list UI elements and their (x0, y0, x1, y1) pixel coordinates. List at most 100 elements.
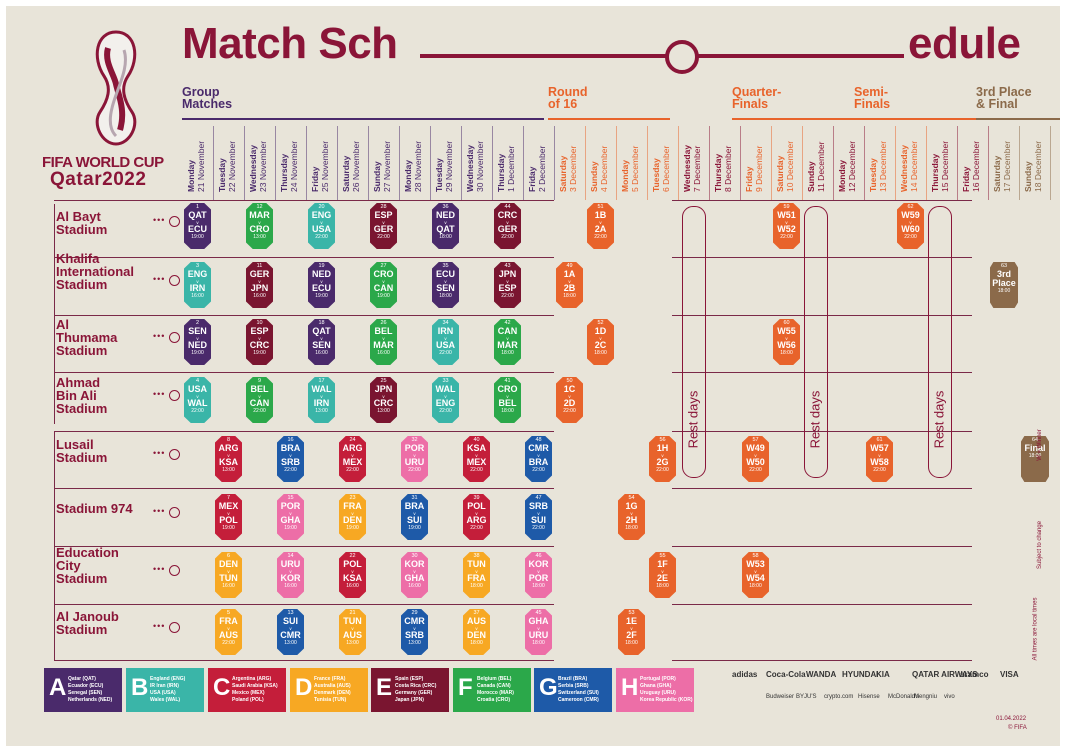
match-badge[interactable]: 7 MEX v POL 19:00 (215, 494, 242, 540)
match-badge[interactable]: 26 BEL v MAR 16:00 (370, 319, 397, 365)
kickoff-time: 22:00 (532, 525, 545, 531)
match-badge[interactable]: 36 NED v QAT 18:00 (432, 203, 459, 249)
match-badge[interactable]: 21 TUN v AUS 13:00 (339, 609, 366, 655)
match-badge[interactable]: 46 KOR v POR 18:00 (525, 552, 552, 598)
match-badge[interactable]: 23 FRA v DEN 19:00 (339, 494, 366, 540)
match-badge[interactable]: 53 1E v 2F 18:00 (618, 609, 645, 655)
team-home: W49 (746, 443, 765, 453)
match-badge[interactable]: 47 SRB v SUI 22:00 (525, 494, 552, 540)
versus-mark: v (289, 626, 292, 631)
match-badge[interactable]: 1 QAT v ECU 19:00 (184, 203, 211, 249)
match-badge[interactable]: 17 WAL v IRN 13:00 (308, 377, 335, 423)
match-badge[interactable]: 35 ECU v SEN 18:00 (432, 262, 459, 308)
versus-mark: v (227, 569, 230, 574)
match-badge[interactable]: 42 CAN v MAR 18:00 (494, 319, 521, 365)
match-badge[interactable]: 60 W55 v W56 18:00 (773, 319, 800, 365)
match-badge[interactable]: 56 1H v 2G 22:00 (649, 436, 676, 482)
match-badge[interactable]: 49 1A v 2B 18:00 (556, 262, 583, 308)
match-badge[interactable]: 63 3rd Place 18:00 (990, 262, 1018, 308)
match-badge[interactable]: 39 POL v ARG 22:00 (463, 494, 490, 540)
team-home: 3rd (996, 269, 1011, 279)
kickoff-time: 19:00 (346, 525, 359, 531)
match-badge[interactable]: 11 GER v JPN 16:00 (246, 262, 273, 308)
team-away: ECU (187, 224, 207, 234)
group-legend-card: C Argentina (ARG) Saudi Arabia (KSA) Mexi… (208, 668, 286, 712)
date-day: Sunday (806, 161, 816, 192)
match-badge[interactable]: 3 ENG v IRN 16:00 (184, 262, 211, 308)
kickoff-time: 19:00 (377, 293, 390, 299)
match-badge[interactable]: 15 POR v GHA 19:00 (277, 494, 304, 540)
match-badge[interactable]: 34 IRN v USA 22:00 (432, 319, 459, 365)
match-badge[interactable]: 59 W51 v W52 22:00 (773, 203, 800, 249)
row-divider (54, 200, 554, 201)
group-teams: Brazil (BRA) Serbia (SRB) Switzerland (S… (558, 676, 599, 703)
match-badge[interactable]: 25 JPN v CRC 13:00 (370, 377, 397, 423)
match-badge[interactable]: 18 QAT v SEN 16:00 (308, 319, 335, 365)
match-badge[interactable]: 9 BEL v CAN 22:00 (246, 377, 273, 423)
match-badge[interactable]: 33 WAL v ENG 22:00 (432, 377, 459, 423)
match-badge[interactable]: 22 POL v KSA 16:00 (339, 552, 366, 598)
match-badge[interactable]: 37 AUS v DEN 18:00 (463, 609, 490, 655)
versus-mark: v (630, 511, 633, 516)
match-badge[interactable]: 40 KSA v MEX 22:00 (463, 436, 490, 482)
match-badge[interactable]: 27 CRO v CAN 19:00 (370, 262, 397, 308)
versus-mark: v (537, 453, 540, 458)
match-badge[interactable]: 6 DEN v TUN 16:00 (215, 552, 242, 598)
date-tick (430, 126, 431, 200)
match-badge[interactable]: 20 ENG v USA 22:00 (308, 203, 335, 249)
match-badge[interactable]: 13 SUI v CMR 13:00 (277, 609, 304, 655)
sponsor-logo-secondary: vivo (944, 694, 955, 700)
match-badge[interactable]: 44 CRC v GER 22:00 (494, 203, 521, 249)
match-badge[interactable]: 5 FRA v AUS 22:00 (215, 609, 242, 655)
match-badge[interactable]: 14 URU v KOR 16:00 (277, 552, 304, 598)
match-badge[interactable]: 58 W53 v W54 18:00 (742, 552, 769, 598)
date-tick (988, 126, 989, 200)
team-home: TUN (467, 559, 486, 569)
match-badge[interactable]: 16 BRA v SRB 22:00 (277, 436, 304, 482)
match-number: 29 (411, 610, 418, 616)
match-badge[interactable]: 48 CMR v BRA 22:00 (525, 436, 552, 482)
match-badge[interactable]: 28 ESP v GER 22:00 (370, 203, 397, 249)
date-tick (1050, 126, 1051, 200)
date-tick (213, 126, 214, 200)
match-badge[interactable]: 50 1C v 2D 22:00 (556, 377, 583, 423)
match-badge[interactable]: 32 POR v URU 22:00 (401, 436, 428, 482)
team-away: BEL (498, 398, 517, 408)
match-badge[interactable]: 19 NED v ECU 19:00 (308, 262, 335, 308)
match-badge[interactable]: 12 MAR v CRO 13:00 (246, 203, 273, 249)
date-date: 9 December (754, 145, 764, 192)
versus-mark: v (289, 511, 292, 516)
match-badge[interactable]: 57 W49 v W50 22:00 (742, 436, 769, 482)
match-badge[interactable]: 64 Final 18:00 (1021, 436, 1049, 482)
match-badge[interactable]: 8 ARG v KSA 13:00 (215, 436, 242, 482)
team-home: CMR (404, 616, 425, 626)
match-badge[interactable]: 30 KOR v GHA 16:00 (401, 552, 428, 598)
match-badge[interactable]: 45 GHA v URU 18:00 (525, 609, 552, 655)
versus-mark: v (413, 453, 416, 458)
date-tick (647, 126, 648, 200)
match-badge[interactable]: 54 1G v 2H 18:00 (618, 494, 645, 540)
match-badge[interactable]: 61 W57 v W58 22:00 (866, 436, 893, 482)
match-badge[interactable]: 29 CMR v SRB 13:00 (401, 609, 428, 655)
match-number: 20 (318, 204, 325, 210)
sponsor-logo: KIA (876, 670, 890, 679)
stadium-pin-icon (169, 449, 180, 460)
match-badge[interactable]: 51 1B v 2A 22:00 (587, 203, 614, 249)
match-badge[interactable]: 31 BRA v SUI 19:00 (401, 494, 428, 540)
date-day: Tuesday (217, 158, 227, 192)
match-badge[interactable]: 4 USA v WAL 22:00 (184, 377, 211, 423)
match-badge[interactable]: 2 SEN v NED 19:00 (184, 319, 211, 365)
match-badge[interactable]: 24 ARG v MEX 22:00 (339, 436, 366, 482)
match-badge[interactable]: 62 W59 v W60 22:00 (897, 203, 924, 249)
match-badge[interactable]: 55 1F v 2E 18:00 (649, 552, 676, 598)
stadium-pin-icon (169, 565, 180, 576)
team-home: POR (404, 443, 425, 453)
match-badge[interactable]: 10 ESP v CRC 19:00 (246, 319, 273, 365)
match-badge[interactable]: 43 JPN v ESP 22:00 (494, 262, 521, 308)
match-badge[interactable]: 52 1D v 2C 18:00 (587, 319, 614, 365)
rest-days-band: Rest days (928, 206, 952, 478)
versus-mark: v (444, 394, 447, 399)
match-badge[interactable]: 38 TUN v FRA 18:00 (463, 552, 490, 598)
versus-mark: v (351, 569, 354, 574)
match-badge[interactable]: 41 CRO v BEL 18:00 (494, 377, 521, 423)
